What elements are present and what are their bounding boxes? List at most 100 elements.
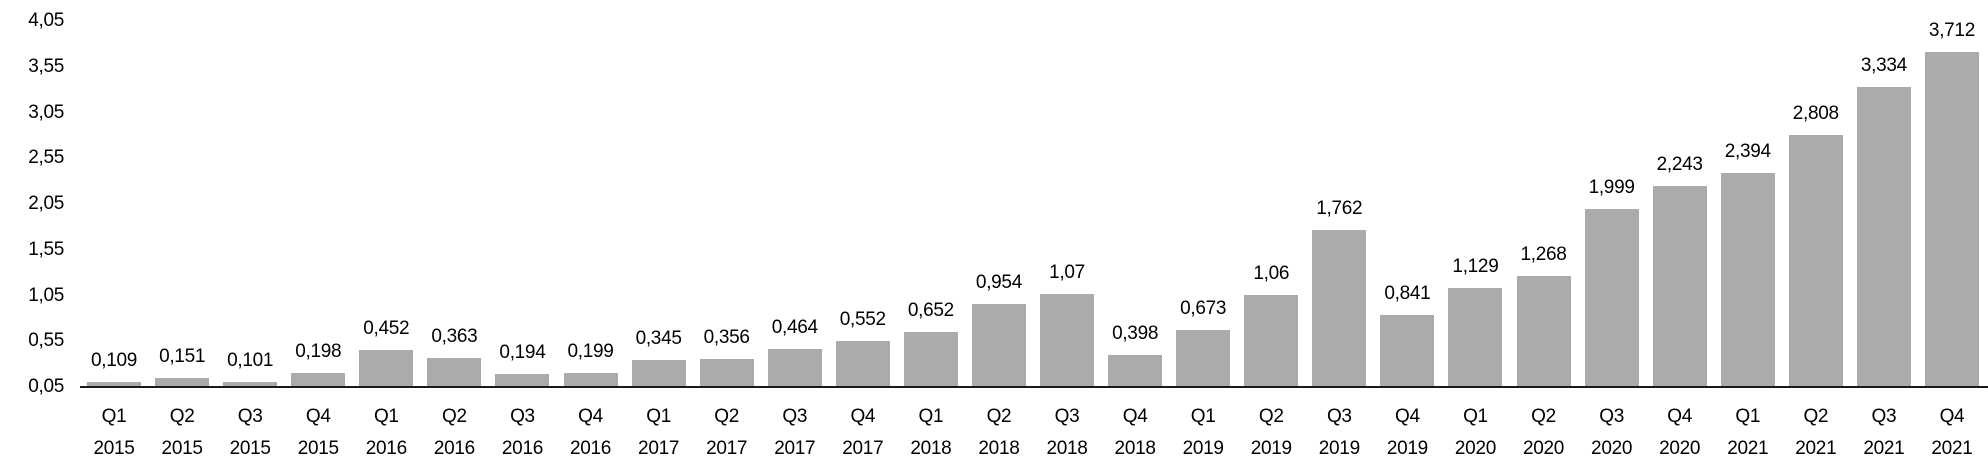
category-year-label: 2017 (638, 438, 680, 459)
bar-value-label: 3,334 (1860, 54, 1907, 76)
y-axis-tick-label: 1,05 (28, 284, 64, 306)
bar (563, 373, 618, 386)
category-quarter-label: Q2 (1258, 406, 1284, 427)
bar (1584, 208, 1639, 386)
bar-value-label: 0,552 (839, 309, 886, 331)
category-year-label: 2016 (365, 438, 407, 459)
category-quarter-label: Q2 (1531, 406, 1556, 427)
category-quarter-label: Q2 (986, 406, 1012, 427)
category-quarter-label: Q1 (1463, 406, 1488, 427)
category-quarter-label: Q1 (101, 406, 127, 427)
x-axis-line (80, 386, 1988, 388)
bar-value-label: 0,652 (907, 299, 954, 321)
bar-value-label: 0,198 (295, 341, 342, 363)
category-quarter-label: Q4 (1122, 406, 1148, 427)
y-axis-tick-label: 1,55 (28, 238, 64, 260)
bar-value-label: 0,356 (703, 327, 750, 348)
bar-value-label: 0,101 (227, 350, 274, 372)
bar-value-label: 0,954 (975, 272, 1022, 294)
y-axis-tick-label: 2,05 (28, 193, 64, 214)
bar-value-label: 2,808 (1792, 102, 1839, 124)
bar-value-label: 0,673 (1180, 297, 1227, 319)
bar (767, 349, 822, 386)
category-year-label: 2015 (161, 438, 203, 459)
category-quarter-label: Q2 (1803, 406, 1829, 427)
category-year-label: 2021 (1727, 438, 1769, 459)
y-axis-tick-label: 3,55 (28, 55, 64, 77)
bar (495, 373, 550, 386)
category-quarter-label: Q3 (1326, 406, 1352, 427)
category-year-label: 2018 (910, 438, 952, 459)
bar (1244, 294, 1299, 386)
bar (1788, 134, 1843, 386)
bar (631, 360, 686, 386)
category-year-label: 2018 (1114, 438, 1156, 459)
bar (1176, 329, 1231, 386)
bar-value-label: 1,07 (1049, 261, 1085, 283)
bar-value-label: 0,452 (363, 318, 410, 340)
category-quarter-label: Q2 (442, 406, 467, 427)
category-year-label: 2020 (1659, 438, 1701, 459)
bar (1040, 293, 1095, 386)
bar-value-label: 0,109 (91, 349, 138, 371)
category-year-label: 2019 (1250, 438, 1292, 459)
category-year-label: 2017 (842, 438, 884, 459)
bar (1856, 86, 1911, 386)
bar-value-label: 0,841 (1384, 282, 1431, 304)
category-quarter-label: Q1 (918, 406, 944, 427)
bar-value-label: 0,398 (1112, 323, 1159, 345)
bar (1924, 51, 1979, 386)
bar-value-label: 0,199 (567, 341, 614, 363)
category-year-label: 2021 (1931, 438, 1973, 459)
bar-value-label: 1,129 (1452, 256, 1499, 278)
y-axis-tick-label: 4,05 (28, 10, 64, 31)
category-year-label: 2019 (1386, 438, 1428, 459)
category-year-label: 2021 (1795, 438, 1837, 459)
bar-value-label: 2,394 (1724, 140, 1771, 162)
y-axis-tick-label: 2,55 (28, 147, 64, 169)
bar (1652, 186, 1707, 386)
category-quarter-label: Q4 (305, 406, 331, 427)
bar-value-label: 1,268 (1520, 243, 1567, 265)
bar-value-label: 0,345 (635, 328, 682, 349)
bar (1516, 275, 1571, 386)
category-quarter-label: Q4 (1395, 406, 1420, 427)
category-year-label: 2019 (1318, 438, 1360, 459)
bar (699, 359, 754, 386)
bar (359, 350, 414, 386)
category-quarter-label: Q4 (1939, 406, 1965, 427)
category-quarter-label: Q4 (1667, 406, 1693, 427)
category-year-label: 2017 (774, 438, 816, 459)
bar (903, 331, 958, 386)
category-quarter-label: Q3 (1054, 406, 1080, 427)
bar-value-label: 0,464 (771, 317, 818, 339)
category-quarter-label: Q4 (850, 406, 876, 427)
category-year-label: 2015 (93, 438, 135, 459)
category-quarter-label: Q3 (1599, 406, 1624, 427)
category-quarter-label: Q4 (578, 406, 603, 427)
bar (1312, 230, 1367, 386)
bar (1720, 172, 1775, 386)
category-quarter-label: Q3 (782, 406, 808, 427)
category-year-label: 2020 (1454, 438, 1496, 459)
bar-value-label: 0,194 (499, 341, 546, 363)
category-quarter-label: Q3 (237, 406, 263, 427)
bar (427, 358, 482, 386)
bar (835, 341, 890, 386)
bar (1380, 314, 1435, 386)
bar (223, 382, 278, 386)
bar-value-label: 0,363 (431, 326, 478, 348)
bar-value-label: 2,243 (1656, 154, 1703, 176)
bar-value-label: 1,06 (1253, 262, 1290, 284)
category-quarter-label: Q3 (510, 406, 535, 427)
bar-value-label: 3,712 (1928, 19, 1975, 41)
category-year-label: 2019 (1182, 438, 1224, 459)
bar-value-label: 1,999 (1588, 176, 1635, 198)
bar (1448, 288, 1503, 386)
y-axis-tick-label: 0,05 (28, 376, 64, 397)
category-quarter-label: Q1 (1190, 406, 1216, 427)
category-year-label: 2016 (433, 438, 475, 459)
bar-value-label: 1,762 (1316, 198, 1363, 220)
bar (291, 373, 346, 386)
